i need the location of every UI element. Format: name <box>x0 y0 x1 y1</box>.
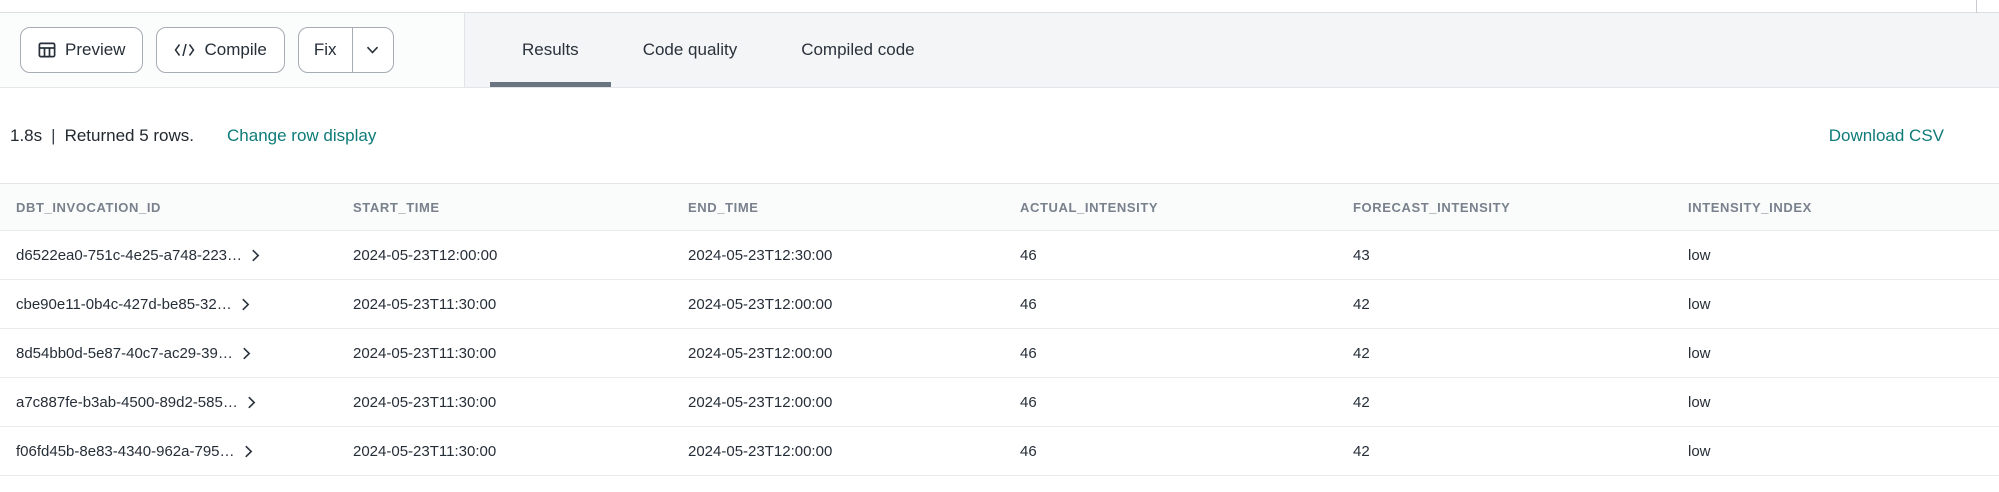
results-toolbar: Preview Compile Fix <box>0 13 1999 88</box>
cell-end-time: 2024-05-23T12:30:00 <box>688 246 833 264</box>
column-header-actual-intensity: ACTUAL_INTENSITY <box>1020 199 1159 215</box>
pane-divider <box>1976 0 1977 13</box>
fix-split-button: Fix <box>297 27 394 73</box>
tab-compiled-code[interactable]: Compiled code <box>769 13 946 87</box>
invocation-id-value: a7c887fe-b3ab-4500-89d2-585… <box>16 393 238 411</box>
table-row: d6522ea0-751c-4e25-a748-223… 2024-05-23T… <box>0 231 1999 280</box>
expand-row-chevron-icon[interactable] <box>251 249 260 262</box>
cell-end-time: 2024-05-23T12:00:00 <box>688 442 833 460</box>
invocation-id-value: cbe90e11-0b4c-427d-be85-32… <box>16 295 232 313</box>
table-body: d6522ea0-751c-4e25-a748-223… 2024-05-23T… <box>0 231 1999 476</box>
change-row-display-link[interactable]: Change row display <box>227 125 377 145</box>
expand-row-chevron-icon[interactable] <box>242 347 251 360</box>
cell-forecast-intensity: 42 <box>1353 295 1370 313</box>
cell-intensity-index: low <box>1688 295 1711 313</box>
tab-results-label: Results <box>522 40 579 59</box>
cell-start-time: 2024-05-23T11:30:00 <box>353 344 497 362</box>
column-header-forecast-intensity: FORECAST_INTENSITY <box>1353 199 1511 215</box>
cell-intensity-index: low <box>1688 344 1711 362</box>
cell-start-time: 2024-05-23T12:00:00 <box>353 246 498 264</box>
cell-actual-intensity: 46 <box>1020 344 1037 362</box>
invocation-id-value: d6522ea0-751c-4e25-a748-223… <box>16 246 243 264</box>
cell-intensity-index: low <box>1688 393 1711 411</box>
chevron-down-icon <box>366 41 379 59</box>
cell-start-time: 2024-05-23T11:30:00 <box>353 442 497 460</box>
expand-row-chevron-icon[interactable] <box>247 396 256 409</box>
tab-code-quality-label: Code quality <box>642 40 738 59</box>
tab-results[interactable]: Results <box>490 13 611 87</box>
column-header-intensity-index: INTENSITY_INDEX <box>1688 199 1812 215</box>
cell-dbt-invocation-id: 8d54bb0d-5e87-40c7-ac29-39… <box>0 329 337 377</box>
toolbar-button-group: Preview Compile Fix <box>0 13 465 87</box>
compile-button[interactable]: Compile <box>156 27 285 73</box>
cell-end-time: 2024-05-23T12:00:00 <box>688 344 833 362</box>
cell-forecast-intensity: 43 <box>1353 246 1370 264</box>
cell-dbt-invocation-id: cbe90e11-0b4c-427d-be85-32… <box>0 280 337 328</box>
column-header-end-time: END_TIME <box>688 199 759 215</box>
column-header-dbt-invocation-id: DBT_INVOCATION_ID <box>16 199 162 215</box>
table-row: f06fd45b-8e83-4340-962a-795… 2024-05-23T… <box>0 427 1999 476</box>
query-duration: 1.8s <box>10 125 43 145</box>
table-row: 8d54bb0d-5e87-40c7-ac29-39… 2024-05-23T1… <box>0 329 1999 378</box>
cell-actual-intensity: 46 <box>1020 393 1037 411</box>
query-status-text: 1.8s | Returned 5 rows. Change row displ… <box>10 126 376 146</box>
column-header-start-time: START_TIME <box>353 199 440 215</box>
expand-row-chevron-icon[interactable] <box>244 445 253 458</box>
table-grid-icon <box>38 41 56 59</box>
cell-start-time: 2024-05-23T11:30:00 <box>353 393 497 411</box>
fix-button[interactable]: Fix <box>299 28 352 72</box>
preview-button-label: Preview <box>65 40 126 59</box>
cell-dbt-invocation-id: a7c887fe-b3ab-4500-89d2-585… <box>0 378 337 426</box>
query-status-bar: 1.8s | Returned 5 rows. Change row displ… <box>0 88 1999 183</box>
results-tab-bar: Results Code quality Compiled code <box>465 13 1999 87</box>
fix-dropdown-button[interactable] <box>351 28 393 72</box>
cell-forecast-intensity: 42 <box>1353 442 1370 460</box>
cell-actual-intensity: 46 <box>1020 442 1037 460</box>
download-csv-link[interactable]: Download CSV <box>1828 125 1944 145</box>
cell-end-time: 2024-05-23T12:00:00 <box>688 295 833 313</box>
rows-returned-text: Returned 5 rows. <box>64 125 195 145</box>
cell-intensity-index: low <box>1688 246 1711 264</box>
cell-dbt-invocation-id: f06fd45b-8e83-4340-962a-795… <box>0 427 337 475</box>
tab-compiled-code-label: Compiled code <box>801 40 915 59</box>
cell-forecast-intensity: 42 <box>1353 393 1370 411</box>
results-table-header: DBT_INVOCATION_ID START_TIME END_TIME AC… <box>0 183 1999 231</box>
preview-button[interactable]: Preview <box>20 27 144 73</box>
table-row: cbe90e11-0b4c-427d-be85-32… 2024-05-23T1… <box>0 280 1999 329</box>
status-separator: | <box>51 125 56 145</box>
invocation-id-value: f06fd45b-8e83-4340-962a-795… <box>16 442 235 460</box>
cell-actual-intensity: 46 <box>1020 246 1037 264</box>
expand-row-chevron-icon[interactable] <box>241 298 250 311</box>
code-icon <box>174 43 195 57</box>
cell-actual-intensity: 46 <box>1020 295 1037 313</box>
cell-intensity-index: low <box>1688 442 1711 460</box>
table-row: a7c887fe-b3ab-4500-89d2-585… 2024-05-23T… <box>0 378 1999 427</box>
cell-dbt-invocation-id: d6522ea0-751c-4e25-a748-223… <box>0 231 337 279</box>
cell-forecast-intensity: 42 <box>1353 344 1370 362</box>
invocation-id-value: 8d54bb0d-5e87-40c7-ac29-39… <box>16 344 233 362</box>
top-edge-strip <box>0 0 1999 13</box>
cell-start-time: 2024-05-23T11:30:00 <box>353 295 497 313</box>
tab-code-quality[interactable]: Code quality <box>611 13 770 87</box>
compile-button-label: Compile <box>204 40 267 59</box>
cell-end-time: 2024-05-23T12:00:00 <box>688 393 833 411</box>
fix-button-label: Fix <box>313 40 337 59</box>
